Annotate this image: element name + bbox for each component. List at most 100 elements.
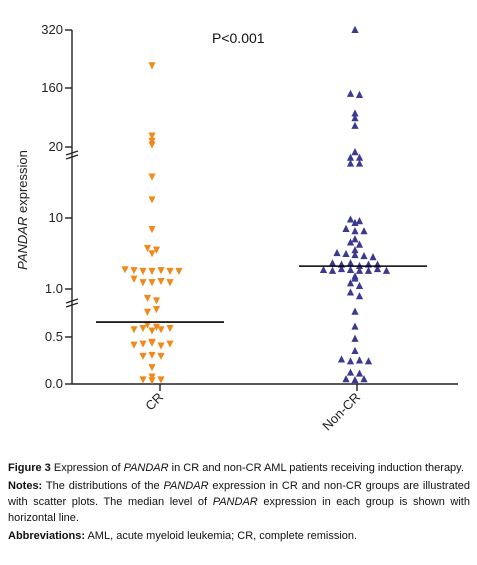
x-category-label: CR xyxy=(142,390,166,414)
data-point xyxy=(346,215,355,223)
data-point xyxy=(143,321,152,329)
data-point xyxy=(157,267,165,275)
abbreviations-text: AML, acute myeloid leukemia; CR, complet… xyxy=(85,530,358,542)
data-point xyxy=(355,90,364,98)
data-point xyxy=(364,357,373,365)
data-point xyxy=(360,227,368,235)
figure-label: Figure 3 xyxy=(8,462,51,474)
data-point xyxy=(346,279,355,287)
series-non-cr xyxy=(299,25,427,384)
data-point xyxy=(355,217,364,225)
data-point xyxy=(346,368,355,376)
data-point xyxy=(328,259,337,267)
data-point xyxy=(346,159,355,167)
axis-break-mark xyxy=(65,298,79,304)
axes: 0.0 0.5 1.0 10 20 160 320 CR Non-CR xyxy=(41,22,458,433)
data-point xyxy=(148,250,156,258)
notes-label: Notes: xyxy=(8,480,43,492)
y-tick-label: 320 xyxy=(41,22,63,37)
data-point xyxy=(130,326,138,334)
data-point xyxy=(346,265,355,273)
data-point xyxy=(157,277,165,286)
series-cr xyxy=(96,62,224,385)
data-point xyxy=(130,275,138,283)
data-point xyxy=(364,266,373,274)
caption-text: Expression of xyxy=(50,462,124,474)
data-point xyxy=(351,307,359,315)
data-point xyxy=(342,224,350,232)
data-point xyxy=(148,327,156,335)
data-point xyxy=(139,324,147,333)
axis-break-mark xyxy=(65,302,79,308)
data-point xyxy=(157,376,165,384)
data-point xyxy=(139,352,147,360)
y-tick-label: 0.0 xyxy=(45,376,63,391)
data-point xyxy=(152,323,161,331)
notes-text: expression in CR and non-CR groups are i… xyxy=(8,480,470,508)
y-tick-label: 0.5 xyxy=(45,329,63,344)
data-point xyxy=(355,281,364,290)
data-point xyxy=(148,373,156,381)
data-point xyxy=(373,265,382,273)
notes-text: The distributions of the xyxy=(42,480,164,492)
data-point xyxy=(148,339,156,347)
data-point xyxy=(355,266,364,274)
abbreviations-label: Abbreviations: xyxy=(8,530,86,542)
data-point xyxy=(157,326,165,334)
data-point xyxy=(143,244,152,253)
data-point xyxy=(152,297,161,305)
data-point xyxy=(166,340,174,348)
data-point xyxy=(360,375,368,383)
data-point xyxy=(333,248,341,257)
data-point xyxy=(148,196,156,204)
data-point xyxy=(121,266,129,274)
data-point xyxy=(166,324,174,333)
data-point xyxy=(346,288,355,296)
data-point xyxy=(152,305,161,314)
data-point xyxy=(166,279,174,287)
data-point xyxy=(346,153,355,161)
caption-gene: PANDAR xyxy=(123,462,169,474)
data-point xyxy=(143,294,152,303)
data-point xyxy=(360,251,368,260)
data-point xyxy=(342,249,350,258)
data-point xyxy=(130,341,138,349)
data-point xyxy=(351,274,359,282)
x-category-label: Non-CR xyxy=(319,390,363,434)
y-tick-label: 160 xyxy=(41,80,63,95)
data-point xyxy=(351,25,359,33)
data-point xyxy=(355,356,364,364)
data-point xyxy=(346,238,355,246)
data-point xyxy=(139,376,147,384)
data-point xyxy=(369,253,377,261)
y-axis-label-gene: PANDAR xyxy=(15,217,30,270)
scatter-chart: 0.0 0.5 1.0 10 20 160 320 CR Non-CR P<0.001 PAND… xyxy=(15,22,458,433)
data-point xyxy=(148,132,156,140)
notes-text: expression in each group is shown with h… xyxy=(8,496,470,524)
data-point xyxy=(355,153,364,161)
data-point xyxy=(351,148,359,156)
figure-caption: Figure 3 Expression of PANDAR in CR and … xyxy=(8,460,470,546)
caption-abbreviations: Abbreviations: AML, acute myeloid leukem… xyxy=(8,528,470,544)
data-point xyxy=(355,292,364,300)
data-point xyxy=(346,89,355,97)
y-tick-label: 20 xyxy=(49,139,63,154)
data-point xyxy=(148,267,156,276)
data-point xyxy=(148,62,156,70)
data-point xyxy=(355,369,364,377)
data-point xyxy=(157,352,165,360)
axis-break-mark xyxy=(65,150,79,156)
notes-gene: PANDAR xyxy=(212,496,258,508)
data-point xyxy=(351,235,359,243)
data-point xyxy=(355,240,364,248)
data-point xyxy=(139,279,147,287)
data-point xyxy=(351,114,359,122)
data-point xyxy=(351,218,359,226)
y-axis-label: PANDAR expression xyxy=(15,150,30,270)
data-point xyxy=(148,351,156,360)
data-point xyxy=(337,355,346,363)
data-marks xyxy=(96,25,427,385)
caption-text: in CR and non-CR AML patients receiving … xyxy=(168,462,464,474)
data-point xyxy=(382,266,391,274)
data-point xyxy=(157,342,165,350)
